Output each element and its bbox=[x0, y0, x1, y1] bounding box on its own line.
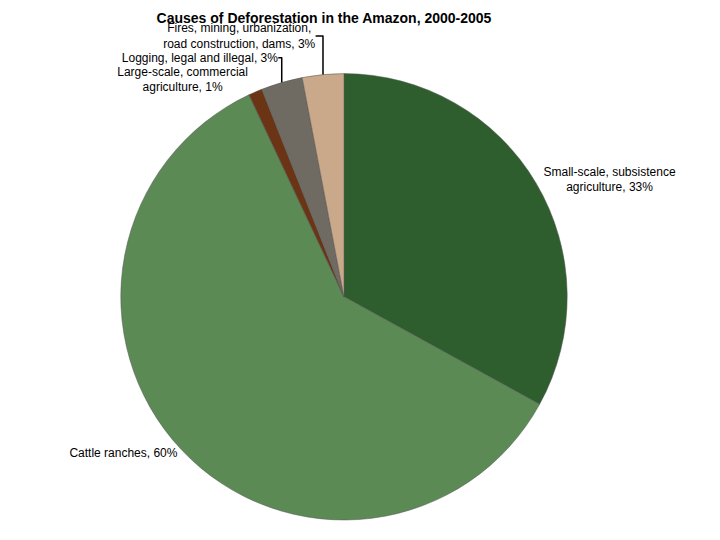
svg-text:Logging, legal and illegal, 3%: Logging, legal and illegal, 3% bbox=[122, 51, 278, 65]
svg-text:Causes of Deforestation in the: Causes of Deforestation in the Amazon, 2… bbox=[157, 10, 492, 26]
svg-text:Fires, mining, urbanization,ro: Fires, mining, urbanization,road constru… bbox=[163, 21, 315, 51]
svg-text:Large-scale, commercialagricul: Large-scale, commercialagriculture, 1% bbox=[117, 65, 248, 95]
svg-text:Small-scale, subsistenceagricu: Small-scale, subsistenceagriculture, 33% bbox=[544, 165, 676, 195]
svg-text:Cattle ranches, 60%: Cattle ranches, 60% bbox=[69, 446, 177, 460]
